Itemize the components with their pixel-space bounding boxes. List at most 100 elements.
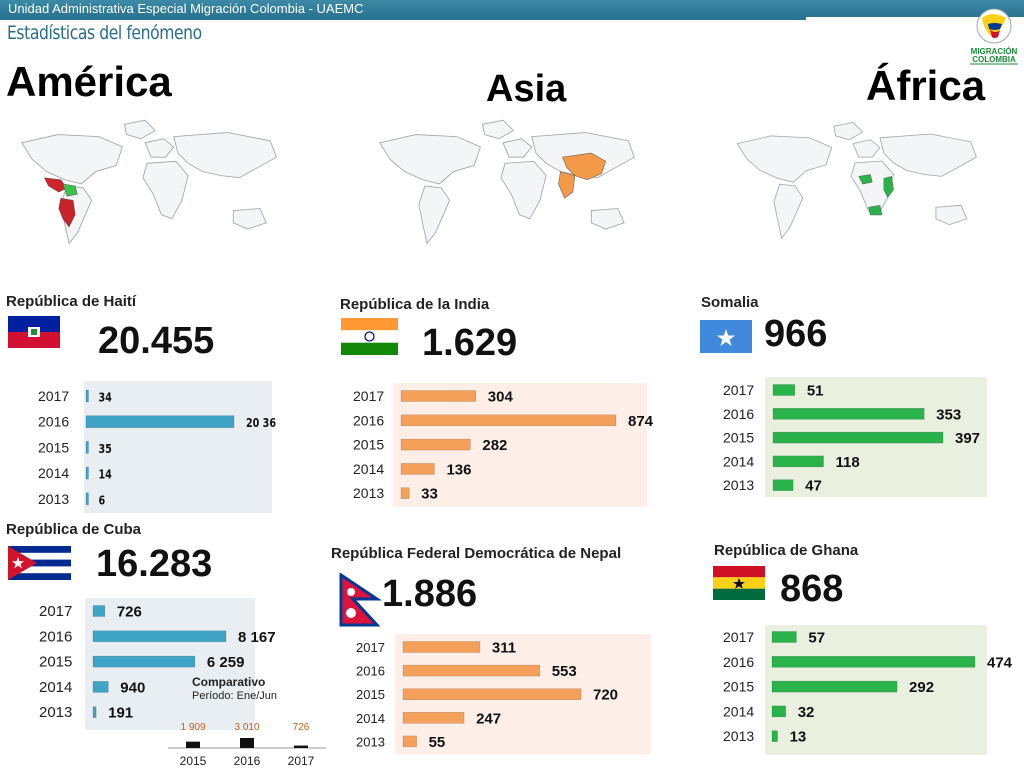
map-landmass [500, 160, 547, 220]
tick-label: 2017 [723, 629, 754, 645]
map-landmass [232, 208, 267, 230]
map-landmass [502, 138, 533, 158]
tick-label: 2015 [723, 679, 754, 695]
map-landmass [833, 121, 864, 141]
country-label-haiti: República de Haití [6, 293, 137, 310]
page-subtitle: Estadísticas del fenómeno [7, 22, 202, 44]
map-landmass [173, 132, 277, 179]
tick-label: 2015 [356, 687, 385, 702]
tick-label: 2017 [38, 388, 69, 404]
map-highlight [858, 174, 873, 185]
region-africa: África [866, 62, 986, 109]
map-landmass [21, 134, 123, 185]
svg-text:MIGRACIÓN: MIGRACIÓN [971, 47, 1018, 56]
tick-label: 2014 [353, 461, 384, 477]
map-landmass [773, 183, 804, 239]
tick-label: 2013 [38, 491, 69, 507]
tick-label: 2014 [356, 711, 385, 726]
migracion-logo: MIGRACIÓN COLOMBIA [966, 4, 1022, 68]
comparativo-legend: Comparativo Período: Ene/Jun [192, 676, 277, 703]
tick-label: 2016 [723, 654, 754, 670]
mini-data-label: 726 [293, 722, 310, 733]
tick-label: 2017 [356, 640, 385, 655]
region-asia: Asia [486, 68, 567, 110]
comparativo-title: Comparativo [192, 675, 266, 689]
tick-label: 2015 [353, 437, 384, 453]
tick-label: 2013 [39, 704, 72, 721]
map-highlight [868, 205, 883, 216]
mini-bar [240, 738, 254, 748]
map-landmass [142, 160, 189, 220]
tick-label: 2016 [353, 412, 384, 428]
map-highlight [43, 177, 68, 193]
map-highlight [62, 183, 78, 197]
tick-label: 2013 [723, 728, 754, 744]
flag-cuba-icon [8, 546, 71, 585]
tick-label: 2014 [723, 453, 754, 469]
comparativo-period: Período: Ene/Jun [192, 690, 278, 702]
map-highlight [558, 171, 576, 199]
total-india: 1.629 [422, 322, 518, 364]
tick-label: 2014 [38, 465, 69, 481]
map-highlight [883, 176, 894, 199]
tick-label: 2013 [356, 734, 385, 749]
data-label: 474 [987, 654, 1013, 671]
mini-tick-label: 2017 [288, 754, 315, 768]
tick-label: 2015 [723, 430, 754, 446]
mini-tick-label: 2015 [180, 754, 207, 768]
map-asia [358, 112, 648, 266]
panel-ghana [765, 625, 987, 755]
map-landmass [879, 133, 977, 177]
map-landmass [481, 119, 514, 140]
flag-haiti-icon [8, 316, 60, 353]
flag-nepal-icon [339, 572, 382, 632]
header-rule [0, 17, 806, 20]
map-landmass [736, 135, 833, 183]
tick-label: 2013 [353, 485, 384, 501]
panel-somalia [765, 377, 987, 497]
flag-somalia-icon [700, 320, 752, 358]
map-landmass [852, 139, 881, 158]
map-landmass [935, 204, 968, 226]
country-label-india: República de la India [340, 296, 490, 313]
map-landmass [123, 119, 156, 140]
map-landmass [379, 134, 481, 185]
map-highlight [562, 152, 606, 181]
total-somalia: 966 [764, 313, 828, 355]
tick-label: 2015 [39, 654, 72, 671]
country-label-somalia: Somalia [701, 294, 759, 311]
country-label-nepal: República Federal Democrática de Nepal [331, 545, 622, 562]
flag-india-icon [341, 318, 398, 360]
tick-label: 2016 [356, 664, 385, 679]
mini-bar [186, 741, 200, 748]
tick-label: 2013 [723, 477, 754, 493]
flag-ghana-icon [713, 566, 765, 605]
map-africa [718, 110, 988, 264]
tick-label: 2016 [38, 414, 69, 430]
tick-label: 2014 [723, 703, 754, 719]
tick-label: 2014 [39, 679, 72, 696]
svg-text:COLOMBIA: COLOMBIA [972, 55, 1016, 64]
map-america [0, 112, 290, 266]
total-nepal: 1.886 [382, 573, 478, 615]
tick-label: 2017 [723, 382, 754, 398]
tick-label: 2016 [723, 406, 754, 422]
panel-haiti [84, 381, 272, 513]
region-america: América [6, 58, 172, 105]
tick-label: 2016 [39, 628, 72, 645]
country-label-ghana: República de Ghana [714, 542, 859, 559]
country-label-cuba: República de Cuba [6, 521, 142, 538]
mini-tick-label: 2016 [234, 754, 261, 768]
total-haiti: 20.455 [98, 320, 215, 362]
panel-nepal [395, 634, 651, 754]
total-ghana: 868 [780, 568, 844, 610]
panel-cuba [85, 598, 255, 730]
tick-label: 2017 [353, 388, 384, 404]
tick-label: 2017 [39, 603, 72, 620]
map-landmass [590, 208, 625, 230]
header-bar: Unidad Administrativa Especial Migración… [0, 0, 1024, 17]
map-highlight [58, 197, 76, 228]
map-landmass [418, 185, 451, 245]
mini-bar [294, 745, 308, 748]
tick-label: 2015 [38, 439, 69, 455]
